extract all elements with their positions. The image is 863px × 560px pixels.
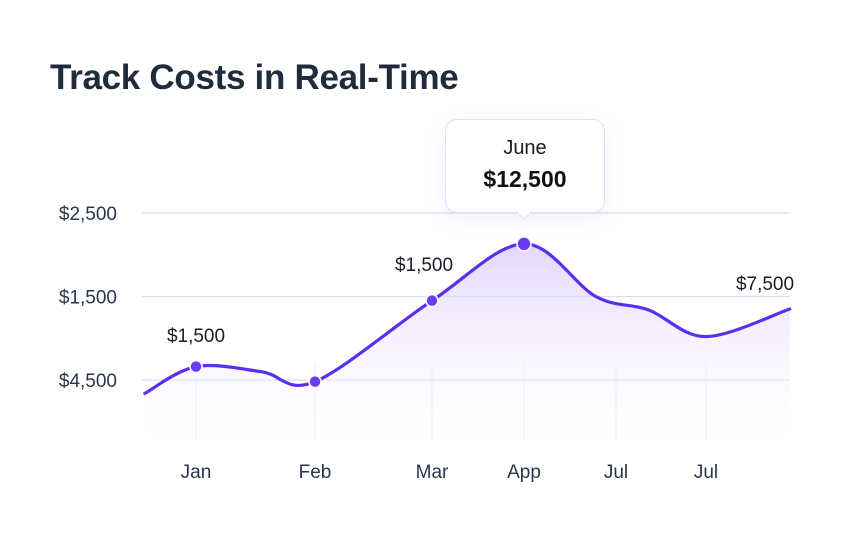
x-tick-label: App	[507, 462, 541, 483]
x-tick-label: Feb	[299, 462, 332, 483]
data-label: $7,500	[736, 274, 794, 295]
data-label: $1,500	[395, 255, 453, 276]
data-point	[189, 359, 203, 374]
x-tick-label: Jul	[604, 462, 628, 483]
area-fill	[144, 243, 790, 445]
tooltip-month: June	[503, 137, 547, 159]
data-label: $1,500	[167, 326, 225, 347]
x-tick-label: Jul	[694, 462, 718, 483]
chart-title: Track Costs in Real-Time	[50, 58, 459, 97]
y-tick-label: $1,500	[59, 288, 117, 309]
data-point	[308, 374, 322, 389]
x-tick-label: Mar	[416, 462, 449, 483]
y-tick-label: $4,500	[59, 371, 117, 392]
series-line	[143, 242, 792, 395]
tooltip: June $12,500	[445, 119, 605, 213]
x-tick-label: Jan	[181, 462, 212, 483]
y-tick-label: $2,500	[59, 204, 117, 225]
tooltip-value: $12,500	[483, 166, 567, 192]
data-point	[516, 236, 532, 252]
data-point	[425, 293, 439, 308]
